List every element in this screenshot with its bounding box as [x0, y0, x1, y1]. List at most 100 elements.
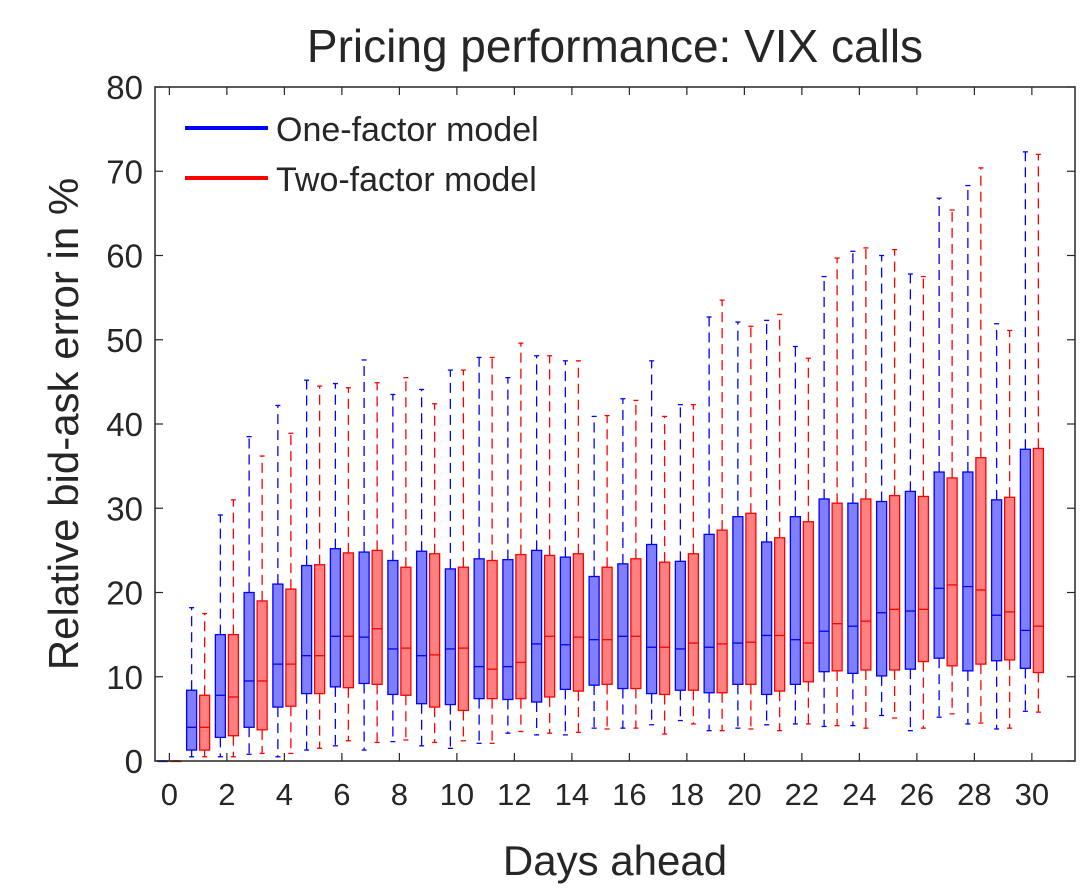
iqr-box [588, 575, 600, 686]
iqr-box [486, 559, 498, 700]
box-two-factor-day-15 [601, 414, 613, 730]
box-two-factor-day-25 [888, 248, 901, 719]
box-two-factor-day-23 [831, 257, 843, 727]
iqr-box [860, 498, 872, 671]
iqr-box [773, 537, 786, 692]
box-one-factor-day-9 [415, 388, 428, 747]
box-two-factor-day-12 [515, 342, 527, 733]
y-tick-label: 60 [106, 238, 143, 275]
iqr-box [387, 559, 399, 696]
iqr-box [1032, 447, 1045, 674]
iqr-box [428, 553, 441, 708]
iqr-box [888, 494, 901, 671]
iqr-box [1019, 448, 1032, 669]
box-one-factor-day-20 [732, 321, 744, 729]
box-two-factor-day-22 [802, 357, 815, 725]
iqr-box [732, 516, 744, 685]
x-tick-label: 6 [333, 777, 350, 812]
x-tick-label: 0 [161, 777, 178, 812]
y-axis-label: Relative bid-ask error in % [40, 178, 87, 671]
box-one-factor-day-12 [502, 377, 514, 734]
legend-label-two-factor: Two-factor model [276, 161, 537, 199]
box-two-factor-day-11 [486, 356, 498, 744]
box-one-factor-day-29 [990, 323, 1003, 730]
box-one-factor-day-16 [617, 398, 629, 729]
box-one-factor-day-6 [329, 382, 342, 747]
box-two-factor-day-5 [313, 385, 326, 750]
box-two-factor-day-6 [342, 387, 355, 742]
iqr-box [358, 551, 370, 685]
box-one-factor-day-13 [530, 355, 543, 736]
box-two-factor-day-26 [917, 275, 930, 729]
iqr-box [674, 560, 687, 691]
box-one-factor-day-14 [559, 360, 572, 736]
series-two-factor [170, 153, 1045, 763]
box-two-factor-day-24 [860, 247, 872, 729]
iqr-box [444, 568, 457, 706]
box-two-factor-day-13 [543, 355, 556, 734]
iqr-box [214, 633, 227, 739]
y-tick-label: 0 [125, 743, 143, 780]
iqr-box [342, 552, 355, 689]
x-tick-label: 14 [555, 777, 589, 812]
x-tick-label: 30 [1015, 777, 1049, 812]
box-two-factor-day-9 [428, 403, 441, 744]
box-one-factor-day-18 [674, 403, 687, 722]
iqr-box [802, 521, 815, 683]
y-tick-label: 10 [106, 659, 143, 696]
iqr-box [371, 549, 383, 685]
chart-title: Pricing performance: VIX calls [307, 20, 923, 72]
iqr-box [745, 512, 757, 685]
iqr-box [601, 566, 613, 685]
box-series [157, 151, 1045, 763]
y-tick-label: 20 [106, 575, 143, 612]
iqr-box [515, 553, 527, 700]
iqr-box [256, 600, 268, 731]
box-two-factor-day-3 [256, 455, 268, 755]
y-tick-label: 50 [106, 322, 143, 359]
x-tick-label: 22 [785, 777, 819, 812]
x-tick-label: 8 [391, 777, 408, 812]
box-one-factor-day-17 [645, 360, 658, 726]
x-tick-label: 26 [900, 777, 934, 812]
box-two-factor-day-17 [658, 415, 671, 735]
iqr-box [502, 558, 514, 701]
iqr-box [185, 689, 198, 751]
iqr-box [227, 633, 240, 737]
iqr-box [630, 558, 642, 690]
iqr-box [962, 471, 974, 672]
iqr-box [703, 533, 715, 694]
iqr-box [272, 583, 284, 708]
y-tick-labels: 0 10 20 30 40 50 60 70 80 [106, 69, 143, 780]
iqr-box [198, 694, 211, 751]
x-tick-label: 24 [842, 777, 876, 812]
box-one-factor-day-23 [818, 275, 830, 728]
y-tick-label: 30 [106, 490, 143, 527]
box-two-factor-day-30 [1032, 153, 1045, 713]
box-two-factor-day-10 [457, 369, 470, 742]
box-two-factor-day-14 [572, 360, 585, 734]
box-one-factor-day-28 [962, 184, 974, 725]
x-tick-label: 2 [218, 777, 235, 812]
iqr-box [300, 564, 313, 695]
box-two-factor-day-16 [630, 399, 642, 729]
box-one-factor-day-2 [214, 514, 227, 758]
iqr-box [457, 566, 470, 712]
box-two-factor-day-21 [773, 313, 786, 732]
box-one-factor-day-5 [300, 379, 313, 751]
x-tick-label: 28 [957, 777, 991, 812]
y-tick-label: 70 [106, 153, 143, 190]
iqr-box [530, 549, 543, 703]
iqr-box [400, 566, 412, 696]
box-one-factor-day-19 [703, 316, 715, 732]
tick-marks [155, 86, 1075, 762]
x-tick-label: 10 [440, 777, 474, 812]
legend-label-one-factor: One-factor model [276, 111, 539, 149]
box-two-factor-day-2 [227, 499, 240, 758]
box-one-factor-day-21 [760, 319, 773, 726]
iqr-box [975, 457, 987, 665]
box-two-factor-day-28 [975, 167, 987, 724]
axes-frame [154, 86, 1076, 762]
iqr-box [990, 499, 1003, 662]
